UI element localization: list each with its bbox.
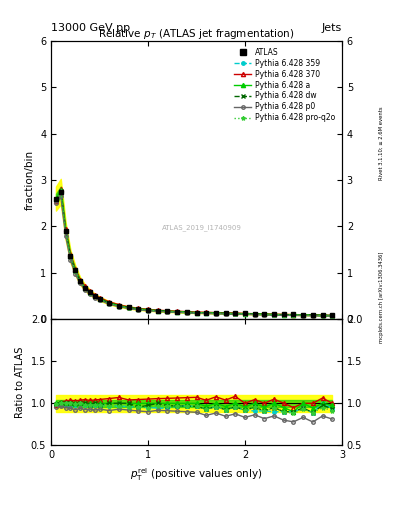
X-axis label: $p_{\rm T}^{\rm rel}$ (positive values only): $p_{\rm T}^{\rm rel}$ (positive values o…	[130, 466, 263, 483]
Title: Relative $p_T$ (ATLAS jet fragmentation): Relative $p_T$ (ATLAS jet fragmentation)	[98, 27, 295, 41]
Y-axis label: fraction/bin: fraction/bin	[24, 150, 35, 210]
Legend: ATLAS, Pythia 6.428 359, Pythia 6.428 370, Pythia 6.428 a, Pythia 6.428 dw, Pyth: ATLAS, Pythia 6.428 359, Pythia 6.428 37…	[231, 45, 338, 125]
Text: Rivet 3.1.10; ≥ 2.6M events: Rivet 3.1.10; ≥ 2.6M events	[379, 106, 384, 180]
Text: Jets: Jets	[321, 23, 342, 33]
Text: 13000 GeV pp: 13000 GeV pp	[51, 23, 130, 33]
Text: mcplots.cern.ch [arXiv:1306.3436]: mcplots.cern.ch [arXiv:1306.3436]	[379, 251, 384, 343]
Y-axis label: Ratio to ATLAS: Ratio to ATLAS	[15, 347, 25, 418]
Text: ATLAS_2019_I1740909: ATLAS_2019_I1740909	[162, 224, 242, 230]
